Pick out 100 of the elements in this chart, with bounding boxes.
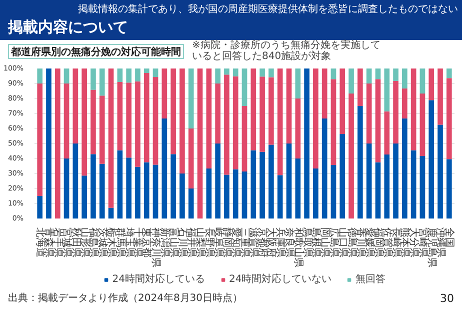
bar	[420, 156, 426, 218]
bar	[162, 68, 168, 118]
text: ※病院・診療所のうち無痛分娩を実施していると回答した840施設が対象	[192, 40, 382, 62]
bar	[340, 68, 346, 134]
bar	[358, 106, 363, 218]
bar	[268, 77, 274, 145]
legend-label: 24時間対応していない	[229, 272, 332, 286]
bar	[428, 100, 434, 218]
bar	[232, 76, 238, 170]
bar	[410, 68, 416, 150]
bar	[170, 154, 176, 218]
bar	[117, 68, 123, 82]
bar	[304, 68, 310, 218]
legend-label: 24時間対応している	[112, 272, 205, 286]
bar	[46, 68, 52, 218]
bar	[117, 150, 123, 218]
bar	[82, 176, 87, 218]
bar	[313, 168, 318, 218]
bar	[126, 158, 132, 218]
bar	[384, 154, 390, 218]
bar	[330, 79, 336, 165]
bar	[108, 208, 114, 218]
bar	[162, 118, 168, 218]
bar	[268, 68, 274, 78]
bar	[330, 164, 336, 218]
bar	[206, 68, 212, 169]
bar	[188, 68, 194, 128]
bar	[366, 144, 372, 218]
bar	[375, 79, 381, 162]
bar	[64, 158, 70, 218]
bar	[144, 68, 150, 73]
chart-title: 掲載内容について	[8, 17, 128, 38]
bar	[446, 159, 452, 218]
bar	[188, 188, 194, 218]
bar	[180, 174, 185, 218]
bar	[375, 68, 381, 80]
bar	[384, 68, 390, 112]
bar	[295, 158, 301, 218]
bar	[152, 164, 158, 218]
bar	[152, 77, 158, 165]
bar	[144, 73, 150, 162]
bar	[366, 68, 372, 84]
legend-label: 無回答	[356, 273, 386, 286]
bar	[420, 94, 426, 156]
bar	[250, 150, 256, 218]
bar	[358, 68, 363, 106]
bar	[135, 81, 140, 167]
bar	[197, 68, 203, 218]
bar	[144, 162, 150, 218]
chart-subtitle: 都道府県別の無痛分娩の対応可能時間	[8, 44, 184, 59]
bar	[232, 68, 238, 76]
bar	[322, 68, 328, 118]
bar	[295, 98, 301, 158]
bar	[37, 196, 43, 218]
source-note: 出典：掲載データより作成（2024年8月30日時点）	[8, 292, 243, 306]
bar	[250, 68, 256, 150]
bar	[260, 68, 265, 77]
bar	[72, 68, 78, 144]
bar	[117, 82, 123, 150]
bar	[438, 68, 443, 125]
bar	[82, 68, 87, 176]
bar	[348, 68, 354, 94]
bar	[224, 74, 230, 175]
bar	[420, 68, 426, 94]
bar	[99, 68, 105, 96]
bar	[242, 68, 248, 106]
bar	[135, 166, 140, 218]
bar	[215, 144, 220, 218]
bar	[277, 68, 283, 176]
text: 掲載情報の集計であり、我が国の周産期医療提供体制を悉皆に調査したものではない	[78, 3, 458, 17]
bar	[375, 162, 381, 218]
bar	[180, 68, 185, 174]
bar	[215, 68, 220, 84]
bar	[188, 128, 194, 188]
bar	[393, 68, 398, 81]
bar	[37, 84, 43, 196]
bar	[322, 118, 328, 218]
bar	[90, 90, 96, 154]
bar	[393, 80, 398, 144]
bar	[268, 144, 274, 218]
bar	[295, 68, 301, 98]
bar	[224, 68, 230, 75]
bar	[64, 68, 70, 84]
bar	[260, 152, 265, 218]
bar	[72, 144, 78, 218]
bar	[242, 106, 248, 172]
text: 30	[440, 291, 454, 307]
bar	[206, 168, 212, 218]
bar	[224, 174, 230, 218]
bar	[232, 169, 238, 218]
bar	[260, 76, 265, 152]
bar	[108, 68, 114, 208]
x-tick-label: 岡山県	[319, 228, 332, 258]
bar	[54, 68, 60, 218]
bar	[366, 84, 372, 144]
bar	[446, 78, 452, 160]
bar	[402, 118, 408, 218]
bar	[330, 68, 336, 80]
bar	[402, 88, 408, 118]
bar	[126, 68, 132, 83]
